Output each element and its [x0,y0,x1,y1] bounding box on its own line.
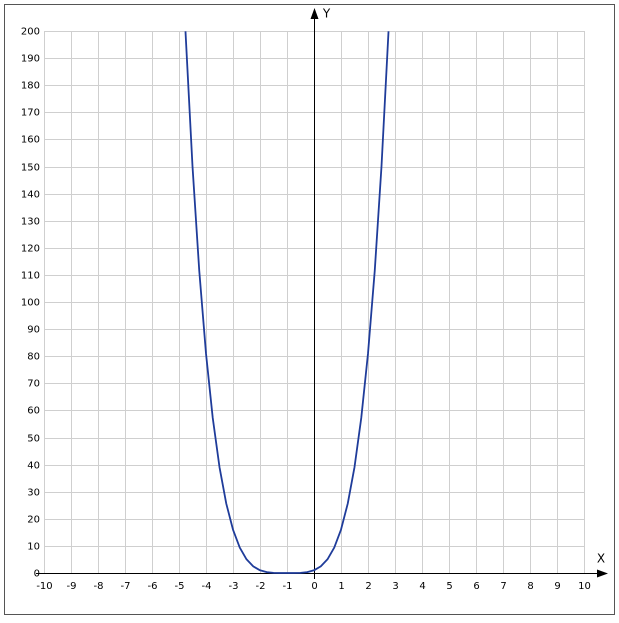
x-tick-label: 7 [500,581,506,592]
curve [184,31,390,574]
x-tick-label: -1 [283,581,293,592]
x-axis-label: X [597,552,605,566]
x-tick-label: 8 [527,581,533,592]
y-tick-label: 40 [27,461,40,472]
x-tick-label: -8 [94,581,104,592]
y-axis-arrow [310,8,319,19]
y-tick-label: 60 [27,406,40,417]
frame [4,4,615,615]
x-tick-label: 9 [554,581,560,592]
x-tick-label: 1 [338,581,344,592]
y-tick-label: 180 [21,81,40,92]
y-axis-label: Y [322,7,331,21]
x-tick-label: -5 [175,581,185,592]
x-tick-label: 2 [365,581,371,592]
x-tick-label: 10 [578,581,591,592]
y-tick-label: 30 [27,488,40,499]
x-tick-label: 5 [446,581,452,592]
y-tick-label: 140 [21,190,40,201]
x-tick-label: -4 [202,581,212,592]
y-tick-label: 150 [21,163,40,174]
y-tick-label: 110 [21,271,40,282]
x-tick-label: -7 [121,581,131,592]
y-tick-label: 50 [27,434,40,445]
x-tick-label: 4 [419,581,425,592]
x-tick-label: 0 [311,581,317,592]
y-tick-label: 100 [21,298,40,309]
x-tick-label: 6 [473,581,479,592]
y-tick-label: 170 [21,108,40,119]
x-tick-label: 3 [392,581,398,592]
x-tick-label: -2 [256,581,266,592]
y-tick-label: 160 [21,135,40,146]
y-tick-label: 80 [27,352,40,363]
y-tick-label: 200 [21,27,40,38]
x-tick-label: -6 [148,581,158,592]
y-tick-label: 190 [21,54,40,65]
x-tick-label: -9 [67,581,77,592]
y-tick-label: 90 [27,325,40,336]
y-tick-label: 130 [21,217,40,228]
x-axis-arrow [597,569,608,578]
y-tick-label: 10 [27,542,40,553]
y-tick-label: 20 [27,515,40,526]
x-tick-label: -3 [229,581,239,592]
y-tick-label: 120 [21,244,40,255]
x-tick-label: -10 [36,581,52,592]
y-tick-label: 70 [27,379,40,390]
